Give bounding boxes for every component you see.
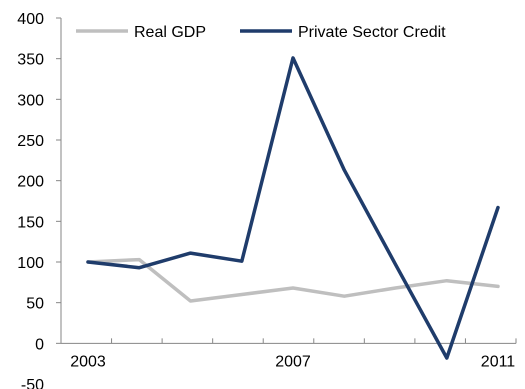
y-tick-label: 200 xyxy=(17,174,44,191)
axes xyxy=(56,17,517,344)
series-lines xyxy=(86,56,500,360)
y-axis-tick-labels: -50 0 50 100 150 200 250 300 350 400 xyxy=(17,11,44,389)
y-tick-label: 150 xyxy=(17,214,44,231)
legend-label: Private Sector Credit xyxy=(298,24,446,41)
legend-label: Real GDP xyxy=(134,24,206,41)
x-tick-label: 2007 xyxy=(275,353,311,370)
y-tick-label: 50 xyxy=(26,296,44,313)
y-tick-label: 400 xyxy=(17,11,44,28)
y-tick-label: 300 xyxy=(17,92,44,109)
y-tick-label: 250 xyxy=(17,133,44,150)
y-tick-label: 0 xyxy=(35,336,44,353)
x-tick-label: 2011 xyxy=(481,353,516,370)
y-tick-label: 100 xyxy=(17,255,44,272)
x-tick-label: 2003 xyxy=(70,353,106,370)
y-tick-label: -50 xyxy=(21,377,44,389)
legend: Real GDP Private Sector Credit xyxy=(76,24,446,41)
private-sector-credit-line xyxy=(86,56,500,360)
real-gdp-line xyxy=(86,257,500,303)
x-axis-tick-labels: 2003 2007 2011 xyxy=(70,353,515,370)
y-tick-label: 350 xyxy=(17,52,44,69)
